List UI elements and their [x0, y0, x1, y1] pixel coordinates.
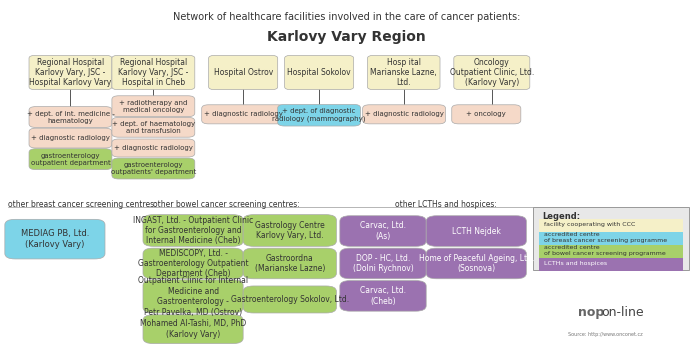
Text: other bowel cancer screening centres:: other bowel cancer screening centres:	[153, 200, 300, 208]
Text: accredited centre
of breast cancer screening programme: accredited centre of breast cancer scree…	[544, 232, 666, 243]
FancyBboxPatch shape	[539, 232, 683, 245]
FancyBboxPatch shape	[452, 105, 521, 124]
Text: + dept. of haematology
and transfusion: + dept. of haematology and transfusion	[112, 121, 195, 134]
Text: Hosp ital
Marianske Lazne,
Ltd.: Hosp ital Marianske Lazne, Ltd.	[370, 58, 437, 87]
Text: DOP - HC, Ltd.
(Dolni Rychnov): DOP - HC, Ltd. (Dolni Rychnov)	[353, 254, 414, 273]
Text: Home of Peaceful Ageing, Ltd.
(Sosnova): Home of Peaceful Ageing, Ltd. (Sosnova)	[419, 254, 534, 273]
FancyBboxPatch shape	[243, 248, 337, 279]
Text: Legend:: Legend:	[542, 212, 580, 221]
Text: + diagnostic radiology: + diagnostic radiology	[204, 111, 283, 117]
FancyBboxPatch shape	[426, 248, 526, 279]
Text: on-line: on-line	[601, 306, 643, 319]
Text: other LCTHs and hospices:: other LCTHs and hospices:	[395, 200, 497, 208]
Text: + diagnostic radiology: + diagnostic radiology	[31, 135, 110, 141]
FancyBboxPatch shape	[112, 56, 195, 90]
FancyBboxPatch shape	[243, 215, 337, 246]
FancyBboxPatch shape	[143, 315, 243, 344]
FancyBboxPatch shape	[363, 105, 445, 124]
Text: Carvac, Ltd.
(As): Carvac, Ltd. (As)	[360, 221, 406, 241]
FancyBboxPatch shape	[243, 286, 337, 313]
FancyBboxPatch shape	[426, 216, 526, 246]
Text: Hospital Ostrov: Hospital Ostrov	[214, 68, 273, 77]
Text: gastroenterology
outpatient department: gastroenterology outpatient department	[31, 153, 111, 166]
FancyBboxPatch shape	[340, 216, 426, 246]
Text: Gastrology Centre
Karlovy Vary, Ltd.: Gastrology Centre Karlovy Vary, Ltd.	[255, 221, 325, 240]
Text: Mohamed Al-Tashi, MD, PhD
(Karlovy Vary): Mohamed Al-Tashi, MD, PhD (Karlovy Vary)	[140, 319, 246, 339]
Text: + diagnostic radiology: + diagnostic radiology	[365, 111, 444, 117]
Text: LCTHs and hospices: LCTHs and hospices	[544, 261, 607, 266]
FancyBboxPatch shape	[454, 56, 530, 90]
FancyBboxPatch shape	[202, 105, 285, 124]
Text: + oncology: + oncology	[466, 111, 506, 117]
FancyBboxPatch shape	[29, 128, 112, 148]
Text: facility cooperating with CCC: facility cooperating with CCC	[544, 222, 635, 227]
Text: Gastroenterology Sokolov, Ltd.: Gastroenterology Sokolov, Ltd.	[231, 295, 349, 304]
Text: Outpatient Clinic for Internal
Medicine and
Gastroenterology -
Petr Pavelka, MD : Outpatient Clinic for Internal Medicine …	[138, 276, 248, 317]
Text: Oncology
Outpatient Clinic, Ltd.
(Karlovy Vary): Oncology Outpatient Clinic, Ltd. (Karlov…	[449, 58, 534, 87]
Text: INGAST, Ltd. - Outpatient Clinic
for Gastroenterology and
Internal Medicine (Che: INGAST, Ltd. - Outpatient Clinic for Gas…	[133, 216, 253, 245]
Text: + radiotherapy and
medical oncology: + radiotherapy and medical oncology	[119, 100, 188, 113]
FancyBboxPatch shape	[112, 117, 195, 137]
FancyBboxPatch shape	[29, 149, 112, 170]
Text: Carvac, Ltd.
(Cheb): Carvac, Ltd. (Cheb)	[360, 286, 406, 306]
Text: + dept. of int. medicine -
haematology: + dept. of int. medicine - haematology	[27, 110, 114, 123]
Text: other breast cancer screening centres:: other breast cancer screening centres:	[8, 200, 157, 208]
Text: MEDISCOPY, Ltd. -
Gastroenterology Outpatient
Department (Cheb): MEDISCOPY, Ltd. - Gastroenterology Outpa…	[138, 249, 248, 278]
Text: Network of healthcare facilities involved in the care of cancer patients:: Network of healthcare facilities involve…	[173, 12, 520, 22]
FancyBboxPatch shape	[340, 248, 426, 279]
Text: gastroenterology
outpatients' department: gastroenterology outpatients' department	[111, 162, 196, 175]
Text: + dept. of diagnostic
radiology (mammography): + dept. of diagnostic radiology (mammogr…	[272, 109, 366, 122]
FancyBboxPatch shape	[112, 139, 195, 157]
FancyBboxPatch shape	[533, 207, 689, 270]
Text: Karlovy Vary Region: Karlovy Vary Region	[267, 30, 426, 44]
FancyBboxPatch shape	[368, 56, 440, 90]
FancyBboxPatch shape	[112, 158, 195, 179]
FancyBboxPatch shape	[143, 215, 243, 246]
FancyBboxPatch shape	[285, 56, 354, 90]
Text: Gastroordna
(Marianske Lazne): Gastroordna (Marianske Lazne)	[255, 254, 325, 273]
FancyBboxPatch shape	[29, 56, 112, 90]
Text: LCTH Nejdek: LCTH Nejdek	[452, 227, 500, 236]
Text: nop: nop	[578, 306, 604, 319]
FancyBboxPatch shape	[539, 257, 683, 271]
Text: Source: http://www.onconet.cz: Source: http://www.onconet.cz	[568, 332, 643, 337]
FancyBboxPatch shape	[5, 219, 105, 259]
FancyBboxPatch shape	[278, 105, 360, 126]
FancyBboxPatch shape	[340, 281, 426, 311]
Text: MEDIAG PB, Ltd.
(Karlovy Vary): MEDIAG PB, Ltd. (Karlovy Vary)	[21, 229, 89, 249]
FancyBboxPatch shape	[209, 56, 278, 90]
Text: + diagnostic radiology: + diagnostic radiology	[114, 145, 192, 151]
Text: Regional Hospital
Karlovy Vary, JSC -
Hospital in Cheb: Regional Hospital Karlovy Vary, JSC - Ho…	[118, 58, 188, 87]
Text: accredited centre
of bowel cancer screening programme: accredited centre of bowel cancer screen…	[544, 245, 666, 256]
FancyBboxPatch shape	[539, 219, 683, 232]
FancyBboxPatch shape	[539, 245, 683, 258]
Text: Regional Hospital
Karlovy Vary, JSC -
Hospital Karlovy Vary: Regional Hospital Karlovy Vary, JSC - Ho…	[29, 58, 111, 87]
FancyBboxPatch shape	[112, 96, 195, 117]
FancyBboxPatch shape	[143, 280, 243, 313]
Text: Hospital Sokolov: Hospital Sokolov	[287, 68, 351, 77]
FancyBboxPatch shape	[29, 107, 112, 127]
FancyBboxPatch shape	[143, 248, 243, 279]
